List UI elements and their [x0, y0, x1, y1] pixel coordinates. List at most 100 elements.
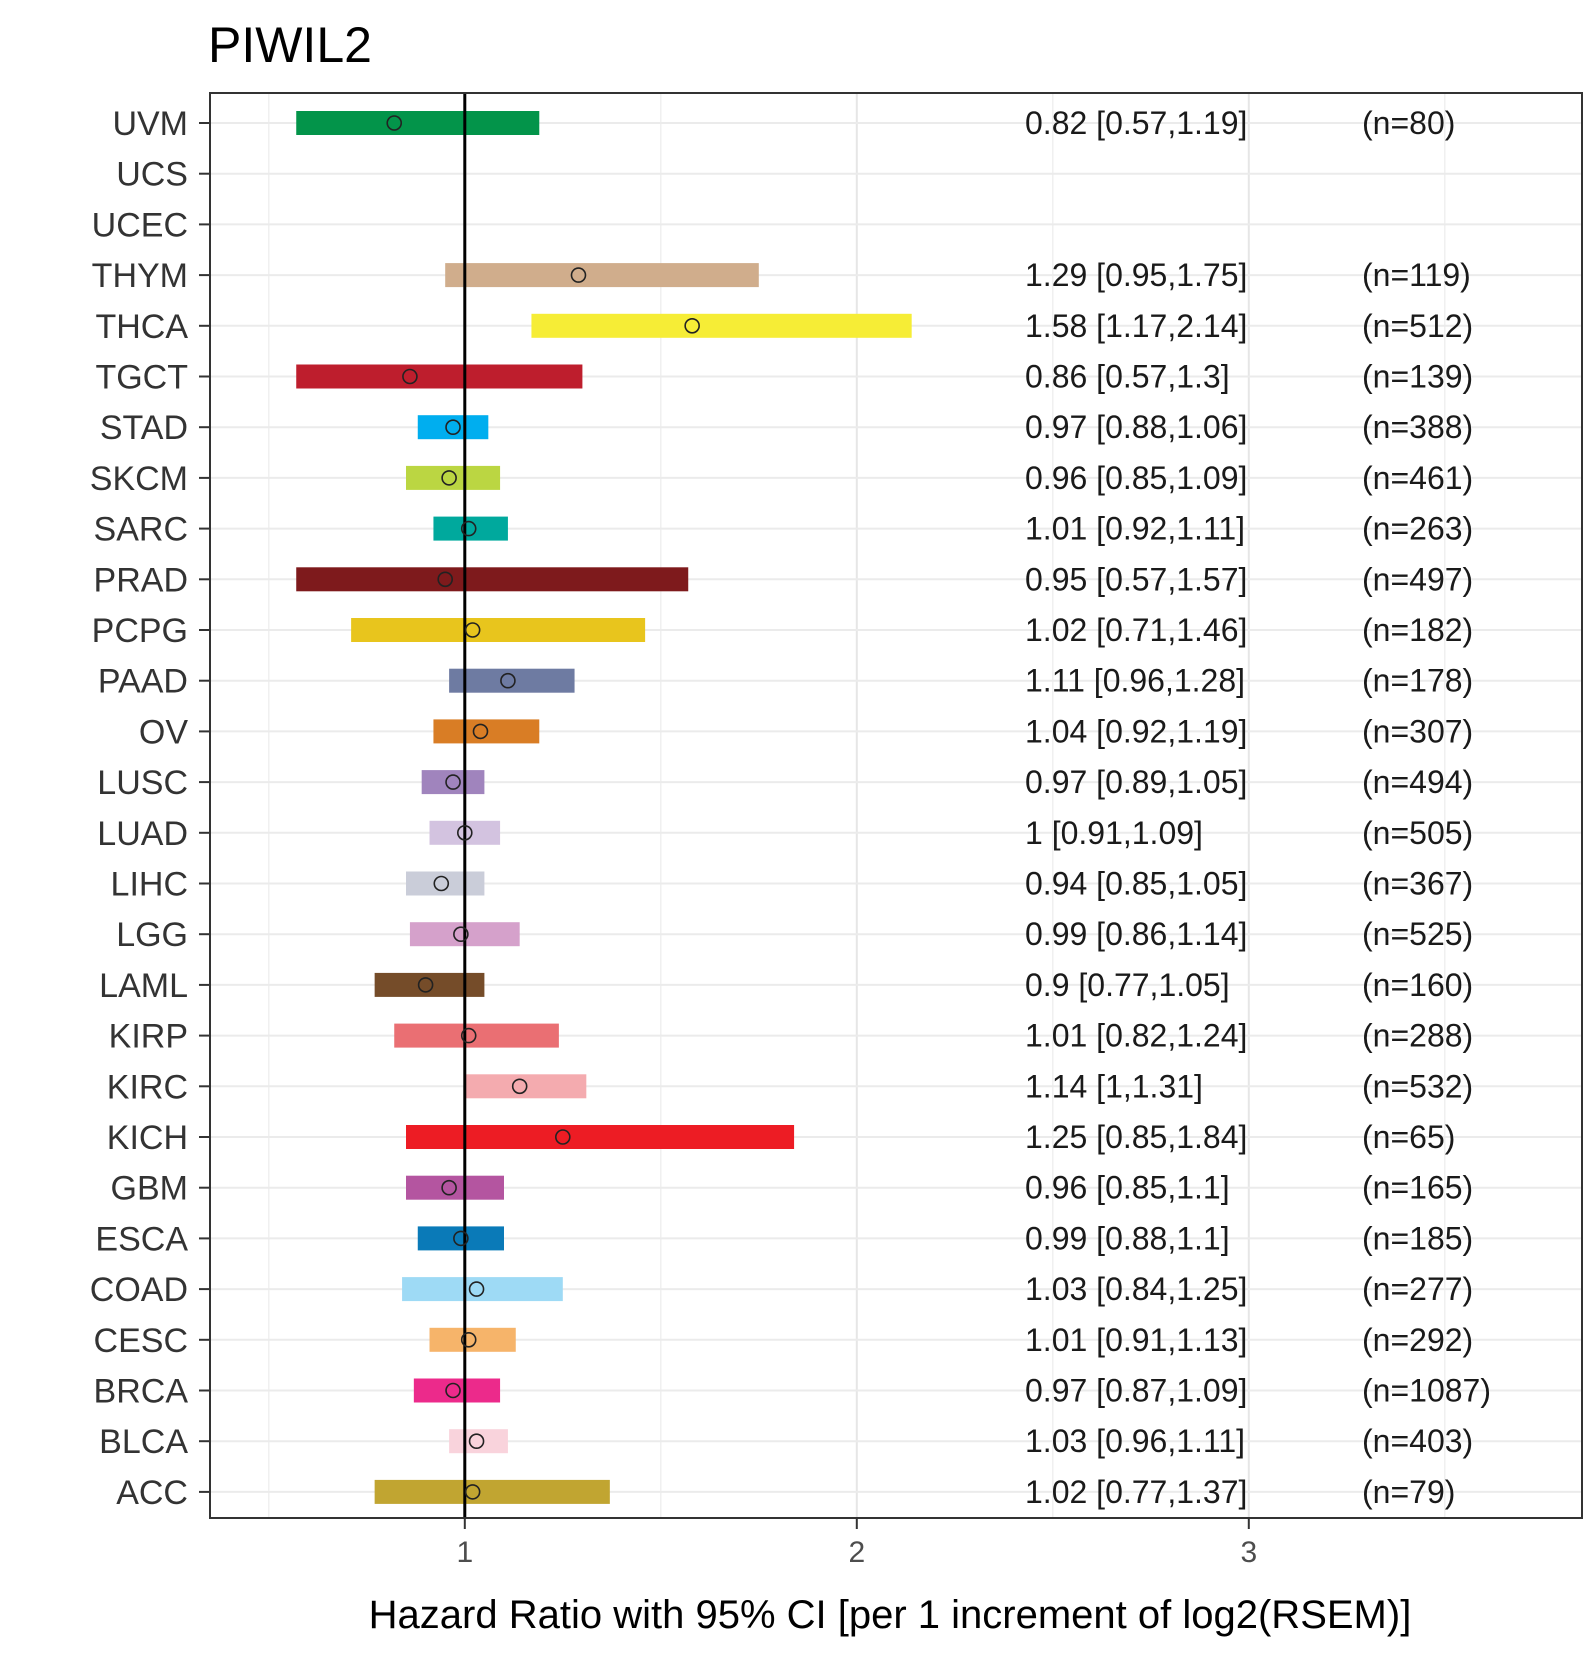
ci-bar-lusc	[421, 770, 485, 795]
ci-bar-prad	[296, 567, 689, 592]
ci-bar-uvm	[296, 111, 540, 135]
ci-text-paad: 1.11 [0.96,1.28]	[1025, 663, 1245, 699]
ci-bar-kich	[406, 1125, 795, 1149]
hr-point-stad	[445, 419, 461, 436]
ci-text-prad: 0.95 [0.57,1.57]	[1025, 561, 1247, 597]
hr-point-kirp	[460, 1027, 477, 1044]
ci-text-stad: 0.97 [0.88,1.06]	[1025, 409, 1247, 445]
x-tick-label: 2	[848, 1536, 865, 1569]
y-tick-label-kirc: KIRC	[107, 1068, 188, 1106]
ci-bar-thca	[531, 313, 912, 338]
hr-point-esca	[453, 1230, 469, 1247]
annotations-layer: 0.82 [0.57,1.19] (n=80) 1.29 [0.95,1.75] (n…	[1025, 105, 1491, 1510]
ci-bar-ov	[433, 719, 540, 744]
y-tick-label-lihc: LIHC	[111, 866, 188, 904]
y-tick-label-blca: BLCA	[99, 1423, 188, 1461]
hr-point-paad	[500, 672, 516, 689]
ci-bar-kirc	[464, 1074, 587, 1099]
y-tick-label-thca: THCA	[95, 308, 188, 346]
ci-text-lusc: 0.97 [0.89,1.05]	[1025, 764, 1247, 800]
ci-bar-laml	[374, 972, 485, 997]
ci-bar-kirp	[394, 1023, 559, 1048]
hr-point-gbm	[441, 1179, 457, 1196]
ci-text-sarc: 1.01 [0.92,1.11]	[1025, 511, 1245, 547]
ci-bar-skcm	[406, 465, 501, 490]
ci-text-coad: 1.03 [0.84,1.25]	[1025, 1271, 1247, 1307]
ci-text-luad: 1 [0.91,1.09]	[1025, 815, 1203, 851]
n-text-coad: (n=277)	[1362, 1271, 1473, 1307]
y-tick-label-luad: LUAD	[97, 815, 188, 853]
y-tick-label-brca: BRCA	[94, 1373, 189, 1411]
ci-bar-gbm	[406, 1175, 504, 1200]
n-text-lusc: (n=494)	[1362, 764, 1473, 800]
y-tick-label-ov: OV	[139, 713, 188, 751]
ci-bar-cesc	[429, 1327, 516, 1352]
ci-text-gbm: 0.96 [0.85,1.1]	[1025, 1170, 1230, 1206]
ci-text-lgg: 0.99 [0.86,1.14]	[1025, 916, 1247, 952]
hr-point-kirc	[511, 1078, 528, 1095]
n-text-thca: (n=512)	[1362, 308, 1473, 344]
ci-bar-tgct	[296, 364, 583, 389]
ci-bar-stad	[417, 415, 489, 440]
y-tick-label-tgct: TGCT	[95, 359, 188, 397]
y-tick-label-ucs: UCS	[116, 156, 188, 194]
ci-text-kirc: 1.14 [1,1.31]	[1025, 1068, 1203, 1104]
n-text-brca: (n=1087)	[1362, 1373, 1491, 1409]
hr-point-thym	[570, 267, 587, 283]
hr-point-thca	[684, 317, 700, 334]
y-tick-label-thym: THYM	[92, 257, 188, 295]
y-tick-label-paad: PAAD	[98, 663, 188, 701]
grid-layer	[210, 93, 1582, 1518]
x-axis-label: Hazard Ratio with 95% CI [per 1 incremen…	[369, 1593, 1412, 1637]
ci-text-laml: 0.9 [0.77,1.05]	[1025, 967, 1230, 1003]
n-text-lgg: (n=525)	[1362, 916, 1473, 952]
hr-points-layer	[386, 115, 700, 1500]
y-tick-label-esca: ESCA	[95, 1220, 188, 1258]
y-tick-label-lusc: LUSC	[97, 764, 188, 802]
y-tick-label-coad: COAD	[90, 1271, 188, 1309]
hr-point-brca	[445, 1382, 461, 1399]
y-tick-label-laml: LAML	[99, 967, 188, 1005]
y-tick-label-uvm: UVM	[112, 105, 188, 143]
ci-text-tgct: 0.86 [0.57,1.3]	[1025, 359, 1230, 395]
n-text-thym: (n=119)	[1362, 257, 1471, 293]
n-text-stad: (n=388)	[1362, 409, 1473, 445]
n-text-blca: (n=403)	[1362, 1423, 1473, 1459]
ci-bar-brca	[413, 1378, 501, 1403]
n-text-lihc: (n=367)	[1362, 866, 1473, 902]
n-text-pcpg: (n=182)	[1362, 612, 1473, 648]
hr-point-prad	[437, 571, 454, 588]
hr-point-tgct	[402, 368, 418, 385]
n-text-gbm: (n=165)	[1362, 1170, 1473, 1206]
y-tick-label-cesc: CESC	[94, 1322, 188, 1360]
ci-text-skcm: 0.96 [0.85,1.09]	[1025, 460, 1247, 496]
chart-title: PIWIL2	[208, 17, 372, 73]
ci-text-cesc: 1.01 [0.91,1.13]	[1025, 1322, 1247, 1358]
n-text-ov: (n=307)	[1362, 713, 1473, 749]
n-text-laml: (n=160)	[1362, 967, 1473, 1003]
ci-bar-lihc	[406, 871, 485, 896]
hr-point-acc	[464, 1484, 481, 1500]
n-text-luad: (n=505)	[1362, 815, 1473, 851]
hr-point-lusc	[445, 774, 461, 790]
ci-text-brca: 0.97 [0.87,1.09]	[1025, 1373, 1247, 1409]
n-text-esca: (n=185)	[1362, 1220, 1473, 1256]
hr-point-blca	[468, 1433, 485, 1449]
y-tick-label-pcpg: PCPG	[92, 612, 188, 650]
ci-bar-coad	[402, 1277, 563, 1302]
ci-text-thym: 1.29 [0.95,1.75]	[1025, 257, 1247, 293]
n-text-kirc: (n=532)	[1362, 1068, 1473, 1104]
ci-text-ov: 1.04 [0.92,1.19]	[1025, 713, 1247, 749]
ci-text-thca: 1.58 [1.17,2.14]	[1025, 308, 1247, 344]
y-tick-label-skcm: SKCM	[90, 460, 188, 498]
n-text-cesc: (n=292)	[1362, 1322, 1473, 1358]
ci-text-esca: 0.99 [0.88,1.1]	[1025, 1220, 1230, 1256]
n-text-skcm: (n=461)	[1362, 460, 1473, 496]
n-text-kirp: (n=288)	[1362, 1018, 1473, 1054]
y-tick-label-ucec: UCEC	[92, 206, 188, 244]
y-tick-label-prad: PRAD	[94, 561, 188, 599]
n-text-uvm: (n=80)	[1362, 105, 1455, 141]
y-tick-label-kich: KICH	[107, 1119, 188, 1157]
hr-point-uvm	[386, 115, 403, 131]
